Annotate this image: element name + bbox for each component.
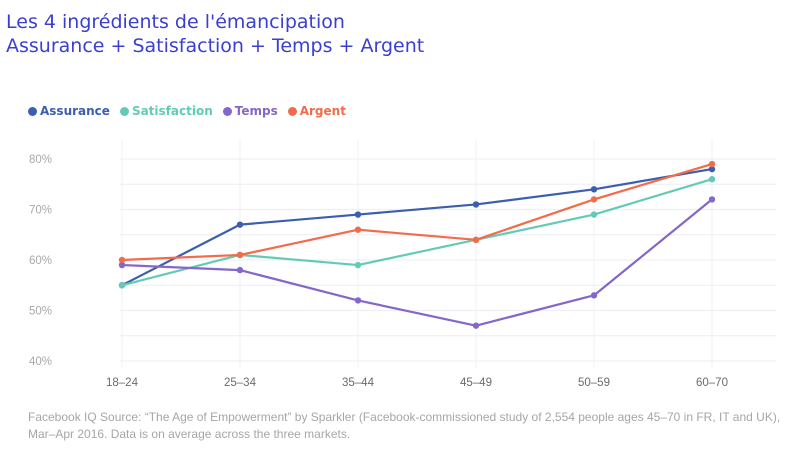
- data-point-temps: [118, 261, 126, 269]
- data-point-assurance: [590, 186, 598, 193]
- title-line-1: Les 4 ingrédients de l'émancipation: [6, 11, 345, 33]
- data-point-satisfaction: [118, 282, 126, 289]
- y-tick-label: 60%: [29, 255, 52, 267]
- data-point-assurance: [236, 221, 244, 228]
- data-point-argent: [354, 226, 362, 233]
- data-point-temps: [590, 292, 598, 299]
- legend-item-assurance[interactable]: Assurance: [28, 104, 110, 118]
- data-point-temps: [708, 196, 716, 203]
- series-line-satisfaction: [121, 178, 713, 287]
- legend-marker-icon: [119, 106, 129, 116]
- y-tick-label: 40%: [29, 356, 52, 368]
- data-point-satisfaction: [354, 261, 362, 269]
- series-line-temps: [121, 198, 713, 327]
- y-tick-label: 50%: [29, 306, 52, 318]
- data-point-argent: [590, 196, 598, 203]
- legend-label: Temps: [234, 104, 278, 118]
- legend: Assurance Satisfaction Temps Argent: [28, 104, 356, 118]
- x-tick-label: 45–49: [460, 377, 492, 389]
- source-line-1: Facebook IQ Source: “The Age of Empowerm…: [28, 410, 781, 424]
- x-tick-label: 25–34: [224, 377, 257, 389]
- data-point-satisfaction: [590, 211, 598, 218]
- y-tick-label: 80%: [29, 154, 52, 166]
- data-point-temps: [472, 322, 480, 329]
- data-point-temps: [236, 266, 244, 274]
- legend-label: Satisfaction: [131, 104, 213, 118]
- legend-marker-icon: [222, 106, 232, 116]
- data-point-argent: [236, 251, 244, 259]
- source-note: Facebook IQ Source: “The Age of Empowerm…: [28, 409, 788, 443]
- data-point-temps: [354, 297, 362, 304]
- y-tick-label: 70%: [29, 205, 52, 217]
- chart-title: Les 4 ingrédients de l'émancipation Assu…: [6, 10, 424, 58]
- x-tick-label: 35–44: [342, 377, 375, 389]
- data-point-assurance: [354, 211, 362, 218]
- legend-label: Assurance: [40, 104, 110, 118]
- x-tick-label: 60–70: [696, 377, 728, 389]
- x-tick-label: 18–24: [106, 377, 139, 389]
- legend-marker-icon: [287, 106, 297, 116]
- legend-item-satisfaction[interactable]: Satisfaction: [119, 104, 213, 118]
- data-point-assurance: [472, 201, 480, 208]
- data-point-satisfaction: [708, 176, 716, 183]
- data-point-argent: [472, 236, 480, 243]
- data-point-assurance: [708, 165, 716, 173]
- title-line-2: Assurance + Satisfaction + Temps + Argen…: [6, 35, 425, 57]
- series-line-assurance: [121, 168, 713, 287]
- legend-label: Argent: [299, 104, 346, 118]
- data-point-argent: [708, 160, 716, 168]
- data-point-argent: [118, 256, 126, 264]
- legend-marker-icon: [28, 106, 37, 116]
- source-line-2: Mar–Apr 2016. Data is on average across …: [28, 427, 351, 441]
- line-chart: 40% 50% 60% 70% 80% 18–24 25–34 35–44 45–49 50–5…: [29, 140, 776, 389]
- legend-item-temps[interactable]: Temps: [222, 104, 278, 118]
- legend-item-argent[interactable]: Argent: [287, 104, 346, 118]
- series-line-argent: [121, 162, 713, 262]
- x-tick-label: 50–59: [578, 377, 610, 389]
